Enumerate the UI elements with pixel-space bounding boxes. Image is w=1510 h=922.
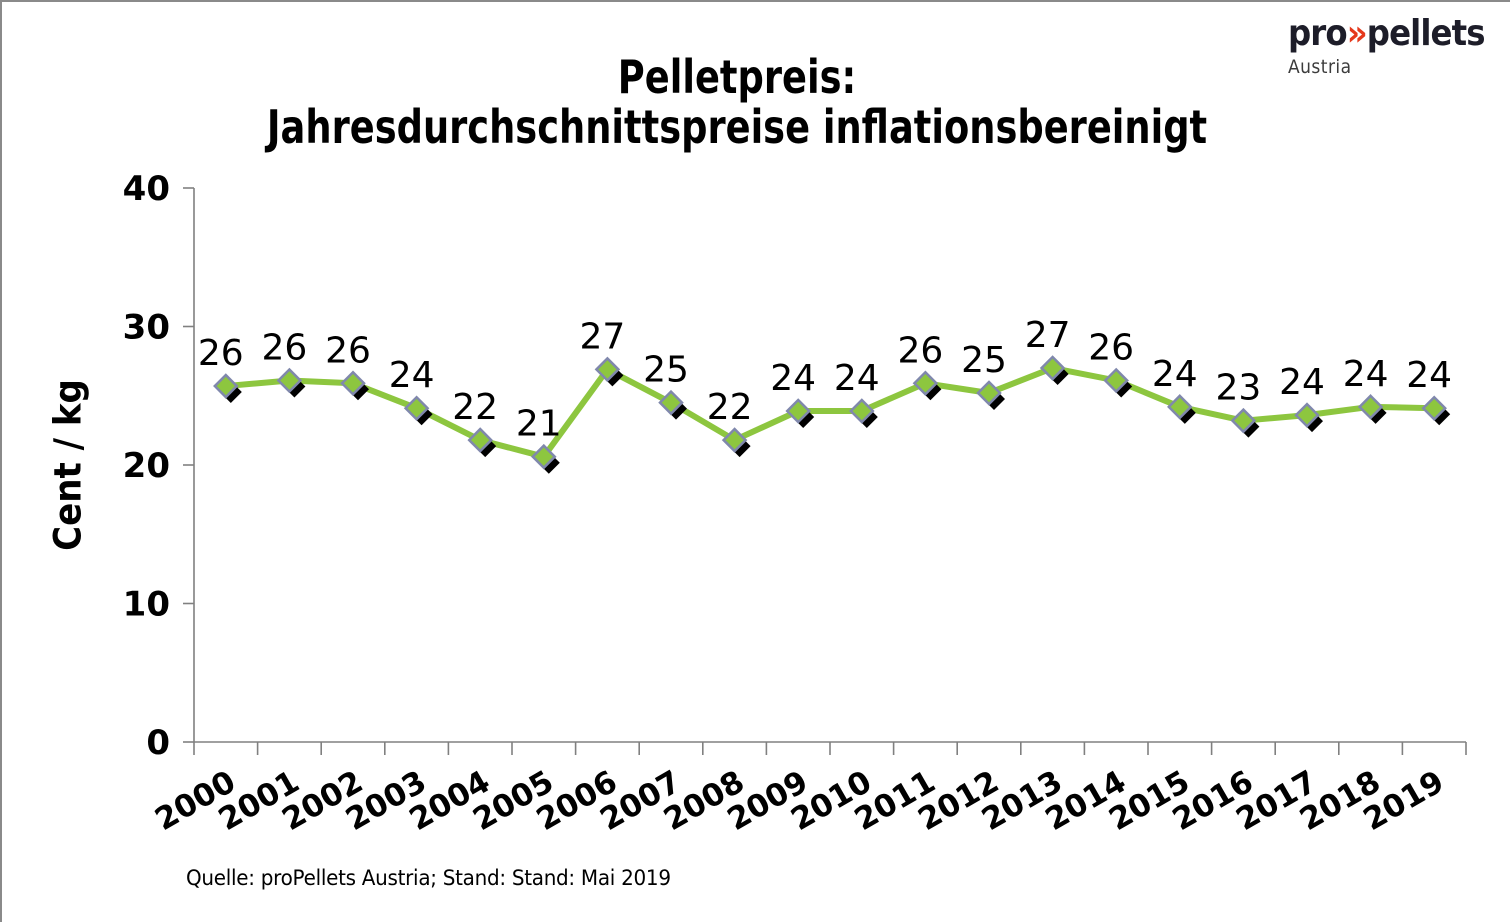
data-point-marker: [213, 373, 239, 399]
data-point-marker: [1357, 394, 1384, 420]
y-axis-tick-label: 40: [123, 169, 170, 209]
data-point-label: 26: [897, 330, 943, 371]
data-point-marker: [1039, 355, 1066, 381]
data-point-marker: [594, 356, 621, 383]
axis-lines: [193, 188, 1466, 743]
logo-country-text: Austria: [1288, 56, 1352, 78]
data-point-label: 24: [1279, 362, 1325, 403]
data-point-marker: [531, 443, 557, 470]
data-point-marker: [340, 370, 366, 397]
data-point-marker: [403, 395, 430, 421]
y-axis-tick-label: 0: [146, 723, 170, 763]
logo-pro-text: pro: [1288, 13, 1348, 54]
data-point-marker: [1294, 402, 1320, 428]
logo-chevrons-icon: »: [1346, 13, 1368, 54]
chart-title: Pelletpreis: Jahresdurchschnittspreise i…: [149, 52, 1325, 152]
data-point-marker: [1167, 394, 1193, 420]
y-axis-tick-label: 30: [123, 308, 170, 348]
data-point-label: 26: [261, 328, 307, 369]
data-point-label: 27: [579, 316, 625, 357]
data-point-label: 24: [1343, 354, 1389, 395]
data-point-marker: [785, 398, 811, 424]
y-axis-tick-label: 10: [123, 585, 170, 625]
chart-title-line2: Jahresdurchschnittspreise inflationsbere…: [266, 100, 1208, 154]
data-point-marker: [1103, 367, 1129, 394]
data-point-label: 26: [198, 333, 244, 374]
data-point-label: 26: [325, 330, 371, 371]
data-point-label: 21: [516, 404, 562, 445]
data-point-label: 23: [1215, 368, 1261, 409]
data-point-label: 25: [961, 340, 1007, 381]
data-point-label: 24: [834, 358, 880, 399]
chart-title-line1: Pelletpreis:: [617, 50, 857, 104]
logo-wordmark: pro»pellets: [1288, 13, 1486, 54]
data-point-marker: [1421, 395, 1447, 421]
data-point-label: 22: [452, 387, 498, 428]
data-point-label: 22: [707, 387, 753, 428]
data-point-label: 26: [1088, 328, 1134, 369]
data-point-marker: [721, 427, 748, 453]
data-point-label: 24: [1406, 355, 1452, 396]
propellets-logo: pro»pellets Austria: [1288, 13, 1486, 79]
data-point-marker: [849, 398, 875, 424]
y-axis-tick-label: 20: [123, 446, 170, 486]
data-point-marker: [1230, 407, 1257, 434]
data-point-label: 24: [389, 355, 435, 396]
data-point-marker: [276, 367, 303, 394]
source-note: Quelle: proPellets Austria; Stand: Stand…: [186, 866, 671, 890]
data-point-marker: [976, 380, 1002, 406]
data-point-marker: [912, 370, 939, 397]
data-point-label: 25: [643, 350, 689, 391]
data-point-label: 24: [1152, 354, 1198, 395]
data-point-marker: [658, 389, 684, 416]
data-point-label: 24: [770, 358, 816, 399]
data-point-label: 27: [1025, 315, 1071, 356]
logo-pellets-text: pellets: [1366, 13, 1486, 54]
data-point-marker: [467, 427, 493, 453]
